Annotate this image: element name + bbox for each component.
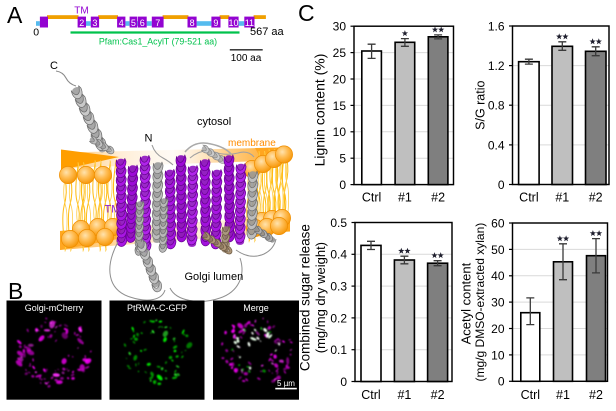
svg-text:#2: #2 — [589, 190, 603, 204]
svg-text:0: 0 — [340, 375, 347, 389]
svg-text:10: 10 — [228, 18, 238, 28]
svg-text:25: 25 — [333, 46, 347, 60]
svg-text:6: 6 — [140, 18, 145, 28]
svg-text:#1: #1 — [556, 388, 570, 402]
svg-text:(mg/g DMSO-extracted xylan): (mg/g DMSO-extracted xylan) — [473, 223, 487, 382]
svg-text:7: 7 — [155, 18, 160, 28]
svg-text:#1: #1 — [555, 190, 569, 204]
svg-text:Merge: Merge — [243, 303, 269, 313]
svg-text:cytosol: cytosol — [197, 116, 231, 128]
svg-text:Ctrl: Ctrl — [519, 190, 538, 204]
svg-text:C: C — [50, 60, 58, 72]
svg-text:0.4: 0.4 — [330, 248, 347, 262]
svg-text:5: 5 — [131, 18, 136, 28]
svg-text:0: 0 — [339, 178, 346, 192]
svg-text:TM: TM — [74, 6, 88, 17]
svg-text:11: 11 — [245, 18, 254, 28]
svg-text:Combined sugar release: Combined sugar release — [297, 224, 312, 371]
svg-text:0: 0 — [33, 27, 39, 39]
svg-text:(mg/mg dry weight): (mg/mg dry weight) — [313, 242, 328, 353]
svg-text:0.5: 0.5 — [330, 216, 347, 230]
svg-text:2: 2 — [79, 18, 84, 28]
svg-text:5: 5 — [339, 152, 346, 166]
svg-text:0.4: 0.4 — [488, 138, 505, 152]
svg-text:0.2: 0.2 — [330, 311, 347, 325]
svg-text:8: 8 — [190, 18, 195, 28]
svg-text:30: 30 — [491, 296, 505, 310]
svg-text:membrane: membrane — [228, 138, 276, 149]
svg-text:4: 4 — [119, 18, 124, 28]
svg-text:#1: #1 — [398, 190, 412, 204]
svg-text:A: A — [7, 2, 23, 28]
svg-text:#2: #2 — [431, 388, 445, 402]
svg-text:20: 20 — [333, 72, 347, 86]
svg-text:#1: #1 — [397, 388, 411, 402]
svg-text:Pfam:Cas1_AcylT (79-521 aa): Pfam:Cas1_AcylT (79-521 aa) — [99, 37, 217, 47]
svg-text:Golgi lumen: Golgi lumen — [185, 271, 244, 283]
svg-text:TM: TM — [105, 204, 121, 216]
svg-text:Acetyl content: Acetyl content — [459, 262, 474, 344]
svg-text:20: 20 — [491, 322, 505, 336]
svg-text:1.6: 1.6 — [488, 19, 505, 33]
svg-text:5 µm: 5 µm — [277, 379, 295, 388]
svg-text:50: 50 — [491, 243, 505, 257]
svg-text:#2: #2 — [589, 388, 603, 402]
svg-text:0.1: 0.1 — [330, 343, 347, 357]
svg-text:60: 60 — [491, 216, 505, 230]
svg-text:30: 30 — [333, 20, 347, 34]
svg-text:3: 3 — [92, 18, 97, 28]
svg-text:15: 15 — [333, 99, 347, 113]
svg-text:B: B — [8, 278, 23, 304]
svg-text:100 aa: 100 aa — [231, 53, 262, 64]
svg-text:N: N — [145, 133, 153, 145]
svg-text:0: 0 — [498, 375, 505, 389]
svg-text:0.3: 0.3 — [330, 280, 347, 294]
svg-text:Lignin content (%): Lignin content (%) — [312, 54, 328, 167]
svg-text:#2: #2 — [431, 190, 445, 204]
svg-text:PtRWA-C-GFP: PtRWA-C-GFP — [127, 303, 187, 313]
svg-text:10: 10 — [491, 348, 505, 362]
svg-text:Ctrl: Ctrl — [362, 190, 381, 204]
svg-text:Ctrl: Ctrl — [521, 388, 540, 402]
svg-text:S/G ratio: S/G ratio — [474, 80, 488, 129]
svg-text:1.2: 1.2 — [488, 59, 505, 73]
svg-text:0: 0 — [498, 178, 505, 192]
svg-text:40: 40 — [491, 269, 505, 283]
svg-text:C: C — [298, 0, 315, 26]
svg-text:0.8: 0.8 — [488, 99, 505, 113]
svg-text:567 aa: 567 aa — [250, 26, 285, 38]
svg-text:Golgi-mCherry: Golgi-mCherry — [25, 303, 84, 313]
svg-text:Ctrl: Ctrl — [361, 388, 380, 402]
svg-text:9: 9 — [213, 18, 218, 28]
svg-text:10: 10 — [333, 125, 347, 139]
